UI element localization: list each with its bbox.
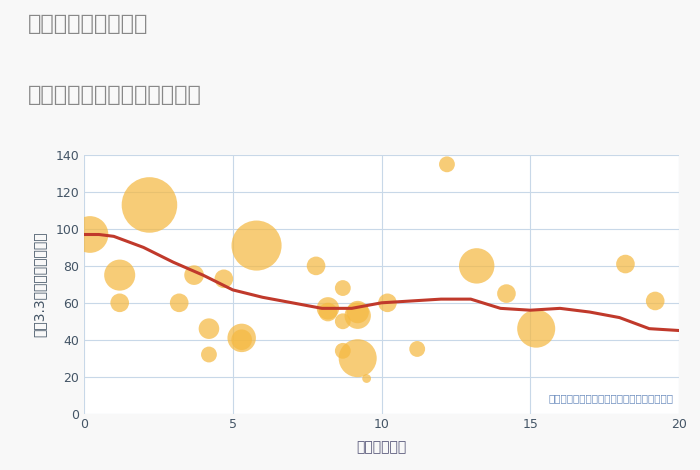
- X-axis label: 駅距離（分）: 駅距離（分）: [356, 440, 407, 454]
- Point: [620, 260, 631, 268]
- Point: [188, 271, 199, 279]
- Point: [531, 325, 542, 332]
- Point: [251, 242, 262, 249]
- Point: [441, 161, 452, 168]
- Point: [337, 347, 349, 354]
- Point: [236, 334, 247, 342]
- Point: [322, 308, 333, 316]
- Point: [203, 325, 214, 332]
- Point: [236, 336, 247, 344]
- Point: [412, 345, 423, 352]
- Text: 岐阜県可児市瀬田の: 岐阜県可児市瀬田の: [28, 14, 148, 34]
- Text: 円の大きさは、取引のあった物件面積を示す: 円の大きさは、取引のあった物件面積を示す: [548, 393, 673, 403]
- Point: [337, 318, 349, 325]
- Point: [310, 262, 321, 270]
- Point: [114, 271, 125, 279]
- Point: [322, 305, 333, 312]
- Point: [352, 354, 363, 362]
- Point: [144, 201, 155, 209]
- Point: [174, 299, 185, 306]
- Point: [352, 312, 363, 320]
- Point: [84, 231, 95, 238]
- Point: [352, 308, 363, 316]
- Point: [361, 375, 372, 382]
- Point: [203, 351, 214, 358]
- Point: [501, 290, 512, 298]
- Text: 駅距離別中古マンション価格: 駅距離別中古マンション価格: [28, 85, 202, 105]
- Point: [337, 284, 349, 292]
- Point: [382, 299, 393, 306]
- Point: [114, 299, 125, 306]
- Point: [218, 275, 230, 282]
- Y-axis label: 坪（3.3㎡）単価（万円）: 坪（3.3㎡）単価（万円）: [33, 232, 47, 337]
- Point: [650, 297, 661, 305]
- Point: [471, 262, 482, 270]
